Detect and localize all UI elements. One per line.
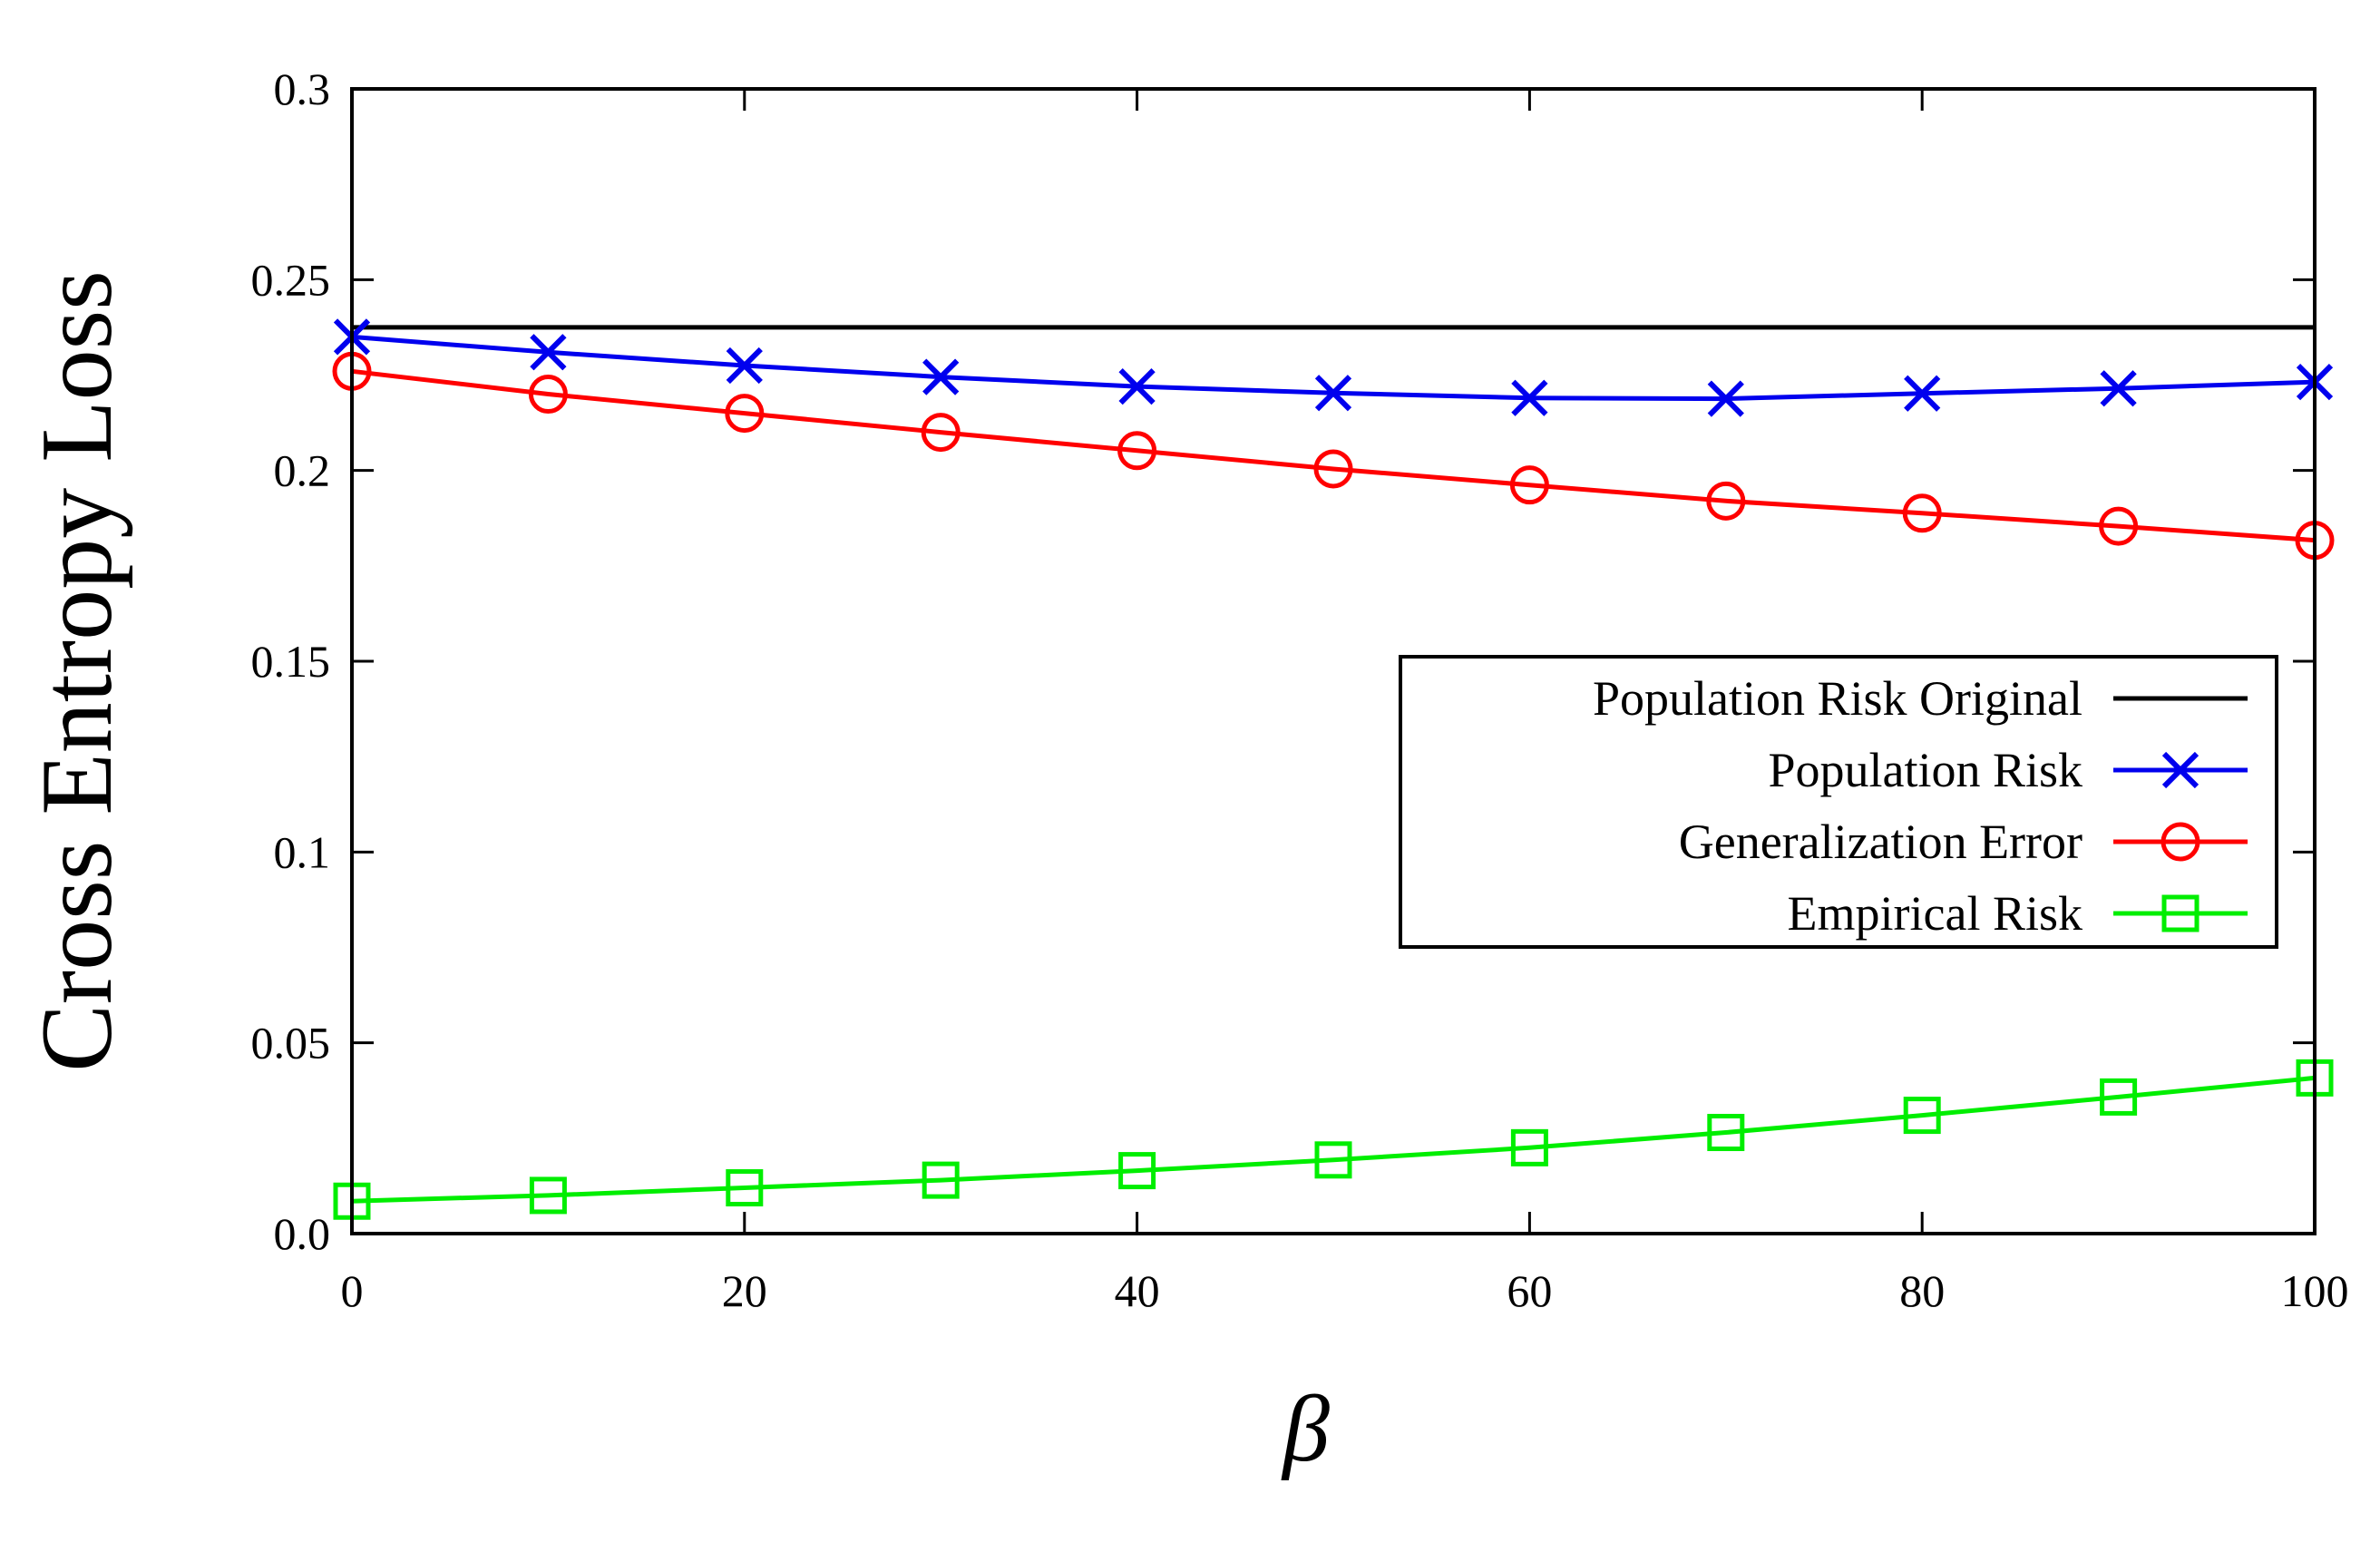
- plot-frame: [350, 87, 2317, 1235]
- data-point: [1117, 431, 1157, 471]
- x-tick-label: 40: [1115, 1265, 1160, 1316]
- series-1: [333, 318, 2334, 417]
- y-tick-label: 0.3: [274, 63, 331, 114]
- data-point: [1511, 379, 1548, 416]
- legend-item: Population Risk: [1768, 743, 2248, 797]
- y-tick-label: 0.0: [274, 1208, 331, 1259]
- data-point: [922, 1161, 960, 1199]
- y-axis-title: Cross Entropy Loss: [21, 270, 133, 1072]
- data-point: [1904, 375, 1941, 412]
- data-point: [529, 1176, 567, 1215]
- series-line: [351, 368, 2316, 543]
- legend-item: Generalization Error: [1679, 815, 2248, 869]
- data-point: [726, 346, 763, 385]
- data-point: [1706, 481, 1746, 521]
- data-point: [725, 394, 765, 434]
- tick-label-group: 0.0 0.05 0.1 0.15 0.2 0.25 0.3 0 20 40 60 80 100: [251, 63, 2349, 1316]
- series-line: [351, 1075, 2316, 1204]
- legend-swatch-marker: [2161, 894, 2200, 932]
- legend-swatch-marker: [2161, 822, 2200, 862]
- legend-swatch-marker: [2161, 751, 2200, 789]
- x-axis-title: β: [1281, 1377, 1330, 1481]
- y-tick-label: 0.15: [251, 636, 331, 687]
- legend-item: Empirical Risk: [1788, 886, 2248, 941]
- y-tick-label: 0.05: [251, 1018, 331, 1069]
- legend-item: Population Risk Original: [1593, 671, 2248, 726]
- data-point: [1509, 465, 1549, 505]
- data-point: [1707, 1114, 1745, 1152]
- data-point: [530, 334, 567, 371]
- x-tick-label: 80: [1899, 1265, 1945, 1316]
- y-tick-label: 0.25: [251, 254, 331, 305]
- legend-label: Population Risk: [1768, 743, 2082, 797]
- y-tick-label: 0.2: [274, 445, 331, 496]
- y-tick-label: 0.1: [274, 826, 331, 877]
- data-point: [1707, 380, 1744, 417]
- data-point: [1313, 449, 1353, 489]
- data-point: [726, 1169, 764, 1207]
- series-2: [332, 351, 2335, 561]
- legend-label: Population Risk Original: [1593, 671, 2082, 726]
- data-point: [2099, 506, 2139, 546]
- legend-label: Empirical Risk: [1788, 886, 2082, 941]
- x-tick-label: 60: [1507, 1265, 1552, 1316]
- data-point: [2100, 1078, 2138, 1116]
- x-tick-label: 20: [722, 1265, 767, 1316]
- data-point: [1118, 367, 1156, 405]
- data-point: [2100, 370, 2137, 407]
- x-tick-label: 100: [2281, 1265, 2349, 1316]
- legend-box: [1399, 655, 2278, 949]
- data-point: [1510, 1128, 1548, 1166]
- legend: Population Risk Original Population Risk G…: [1399, 655, 2278, 949]
- data-point: [1314, 1141, 1352, 1179]
- data-point: [1903, 1097, 1941, 1135]
- data-point: [528, 375, 568, 415]
- data-point: [922, 358, 960, 395]
- x-tick-label: 0: [341, 1265, 364, 1316]
- data-point: [1902, 493, 1942, 533]
- legend-label: Generalization Error: [1679, 815, 2082, 869]
- data-point: [921, 413, 961, 453]
- data-point: [1314, 375, 1352, 412]
- data-point: [1118, 1152, 1156, 1190]
